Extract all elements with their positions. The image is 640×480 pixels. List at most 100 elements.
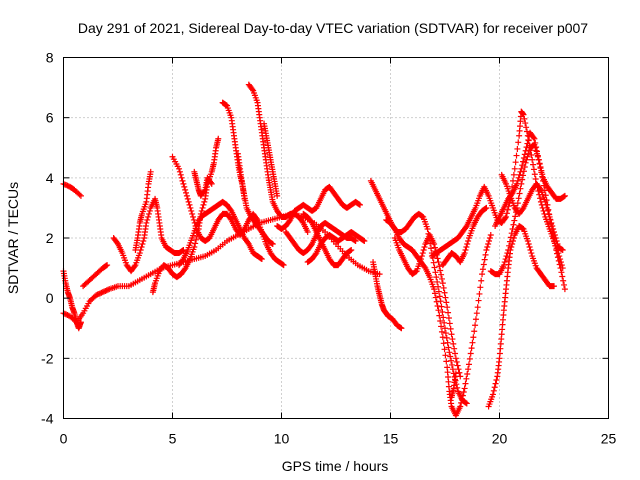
data-point <box>501 259 508 266</box>
data-point <box>517 185 524 192</box>
data-point <box>470 334 477 341</box>
data-point <box>191 244 198 251</box>
data-point <box>477 284 484 291</box>
data-point <box>437 267 444 274</box>
data-point <box>524 238 531 245</box>
data-point <box>435 307 442 314</box>
data-point <box>558 246 565 253</box>
data-point <box>467 350 474 357</box>
data-point <box>510 171 517 178</box>
data-point <box>500 262 507 269</box>
data-point <box>351 237 358 244</box>
data-point <box>490 387 497 394</box>
data-point <box>438 271 445 278</box>
data-point <box>64 312 71 319</box>
data-point <box>452 370 459 377</box>
data-point <box>190 216 197 223</box>
data-point <box>551 228 557 235</box>
data-point <box>452 355 459 362</box>
data-point <box>98 289 105 296</box>
y-axis-label: SDTVAR / TECUs <box>5 182 21 294</box>
data-point <box>472 316 479 323</box>
data-point <box>559 273 566 280</box>
data-point <box>448 331 455 338</box>
data-point <box>464 241 471 248</box>
data-point <box>461 385 468 392</box>
y-tick-label: -2 <box>41 350 54 366</box>
data-point <box>438 323 445 330</box>
data-point <box>434 278 441 285</box>
data-point <box>514 177 521 184</box>
series-arc-6 <box>132 168 154 254</box>
data-point <box>438 275 445 282</box>
x-tick-label: 5 <box>169 431 177 447</box>
data-point <box>525 241 532 248</box>
data-point <box>268 240 275 247</box>
data-point <box>137 247 144 254</box>
data-point <box>520 158 527 165</box>
data-point <box>258 255 265 262</box>
data-point <box>483 247 490 254</box>
data-point <box>503 253 510 260</box>
data-point <box>554 241 561 248</box>
data-point <box>440 340 447 347</box>
data-point <box>304 228 311 235</box>
data-point <box>94 291 101 298</box>
data-point <box>193 236 200 243</box>
data-point <box>522 159 529 166</box>
data-point <box>435 259 442 266</box>
data-point <box>531 135 538 142</box>
data-point <box>104 286 111 293</box>
data-point <box>286 218 293 225</box>
series-arc-29 <box>498 171 566 254</box>
series-arc-14 <box>261 120 281 199</box>
data-point <box>504 250 511 257</box>
data-point <box>537 185 544 192</box>
data-point <box>139 241 146 248</box>
data-point <box>479 266 486 273</box>
data-point <box>465 366 472 373</box>
data-point <box>510 221 517 228</box>
data-point <box>444 304 451 311</box>
data-point <box>469 339 476 346</box>
data-point <box>451 345 458 352</box>
data-point <box>489 391 496 398</box>
data-point <box>533 148 540 155</box>
data-point <box>439 334 446 341</box>
data-point <box>419 250 426 257</box>
data-point <box>526 244 533 251</box>
data-point <box>442 352 449 359</box>
data-point <box>517 168 524 175</box>
x-axis-label: GPS time / hours <box>282 458 389 474</box>
data-point <box>551 283 557 290</box>
series-arc-2 <box>60 268 84 332</box>
data-point <box>548 219 555 226</box>
data-point <box>179 247 186 254</box>
y-tick-label: 2 <box>46 230 54 246</box>
data-point <box>191 219 198 226</box>
data-point <box>515 174 522 181</box>
data-point <box>445 344 452 351</box>
chart-title: Day 291 of 2021, Sidereal Day-to-day VTE… <box>78 20 588 36</box>
data-point <box>460 389 467 396</box>
data-point <box>442 325 448 332</box>
series-arc-20 <box>370 259 405 332</box>
data-point <box>176 165 183 172</box>
data-point <box>198 207 205 214</box>
data-point <box>390 224 397 231</box>
data-point <box>431 264 438 271</box>
data-point <box>419 213 426 220</box>
series-arc-21 <box>383 216 494 419</box>
series-arc-26 <box>485 222 557 410</box>
data-point <box>551 231 558 238</box>
data-point <box>486 238 493 245</box>
data-point <box>103 262 110 269</box>
series-arc-17 <box>300 210 355 269</box>
data-point <box>241 195 248 202</box>
data-point <box>433 274 440 281</box>
x-tick-label: 20 <box>492 431 508 447</box>
data-point <box>513 180 520 187</box>
data-point <box>533 144 540 151</box>
data-point <box>538 167 545 174</box>
